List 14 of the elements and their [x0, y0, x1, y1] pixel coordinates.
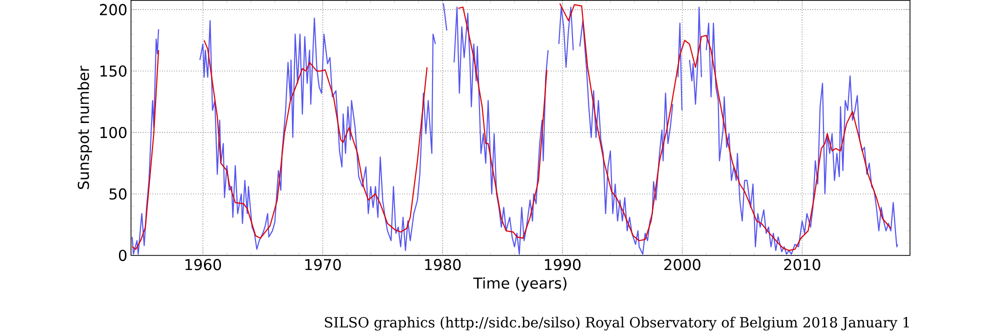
x-tick-label: 2010	[784, 258, 820, 270]
text: SILSO graphics (http://sidc.be/silso) Royal Observatory of Belgium 2018 January 1	[324, 316, 909, 330]
x-tick-label: 1990	[545, 258, 581, 270]
y-axis-title: Sunspot number	[77, 66, 92, 189]
x-tick-label: 2000	[664, 258, 700, 270]
x-tick-label: 1960	[185, 258, 221, 270]
x-axis-title: Time (years)	[473, 276, 566, 292]
x-tick-label: 1970	[305, 258, 341, 270]
y-tick-label: 200	[100, 4, 126, 16]
y-tick-label: 100	[100, 126, 126, 138]
y-tick-label: 0	[118, 250, 126, 261]
y-tick-label: 150	[100, 65, 126, 77]
x-tick-label: 1980	[425, 258, 461, 270]
y-tick-label: 50	[110, 188, 126, 200]
